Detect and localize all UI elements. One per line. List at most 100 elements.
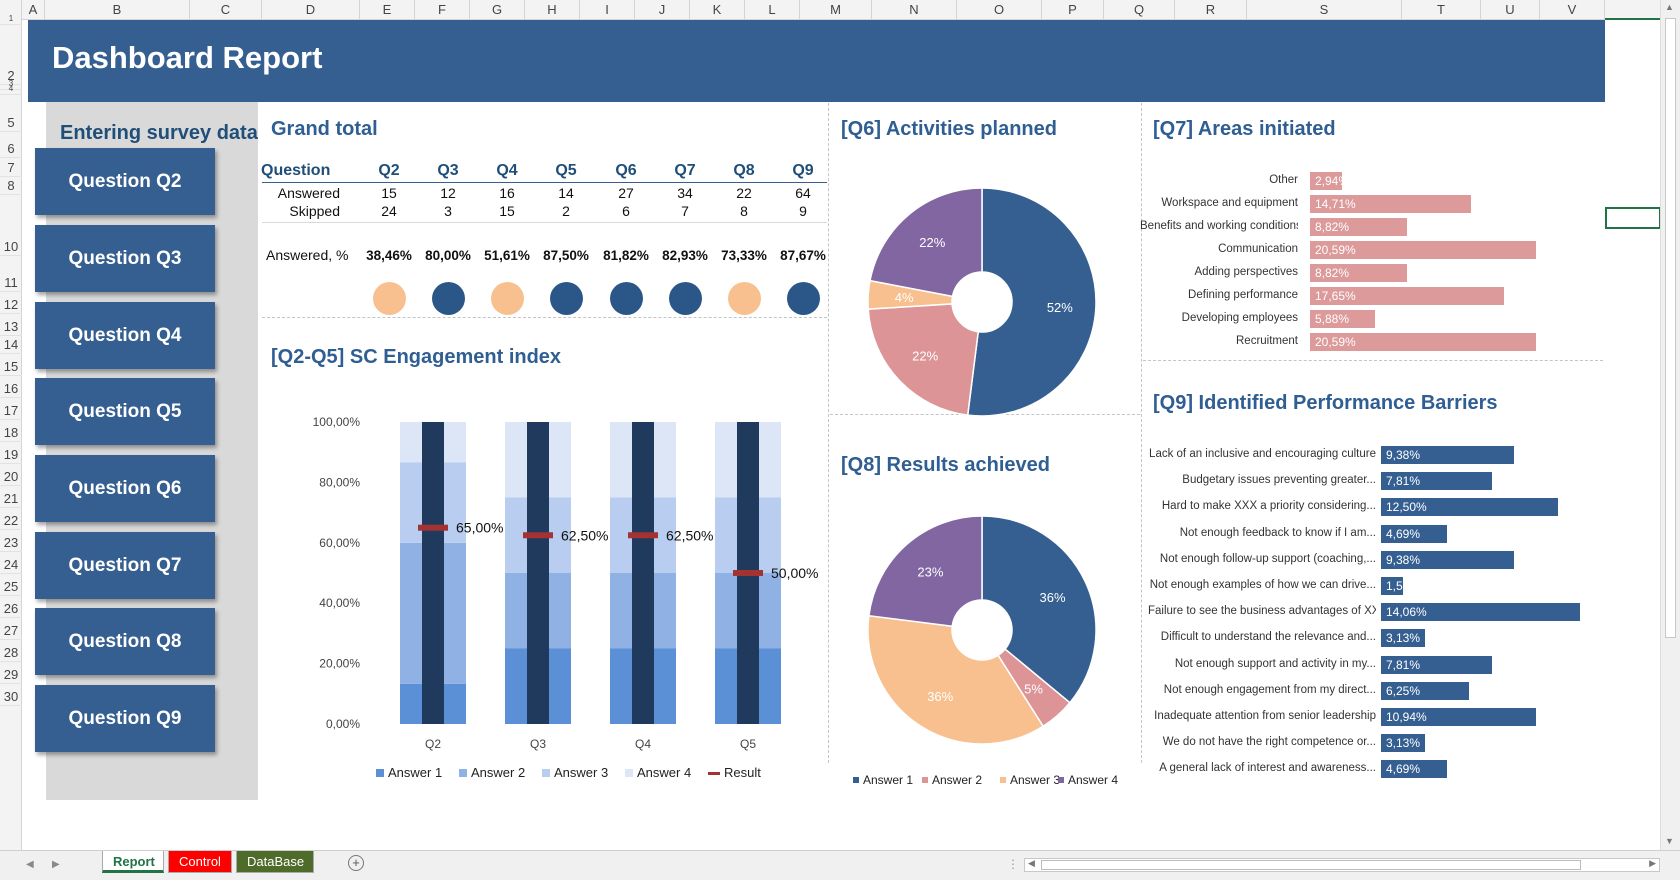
column-header-a[interactable]: A xyxy=(22,0,45,20)
question-q7-button[interactable]: Question Q7 xyxy=(35,532,215,599)
bar-category-label: Lack of an inclusive and encouraging cul… xyxy=(1149,448,1376,460)
row-header-28[interactable]: 28 xyxy=(0,640,22,662)
pie-slice xyxy=(867,303,980,416)
row-header-26[interactable]: 26 xyxy=(0,596,22,618)
result-label: 65,00% xyxy=(456,520,503,536)
legend-swatch xyxy=(1000,777,1006,783)
column-header-n[interactable]: N xyxy=(872,0,957,20)
column-header-v[interactable]: V xyxy=(1540,0,1605,20)
question-q4-button[interactable]: Question Q4 xyxy=(35,302,215,369)
column-header-e[interactable]: E xyxy=(360,0,415,20)
row-header-21[interactable]: 21 xyxy=(0,486,22,508)
scroll-down-arrow-icon[interactable]: ▼ xyxy=(1665,836,1674,846)
bar xyxy=(1381,655,1492,674)
bar xyxy=(1381,524,1448,543)
column-header-j[interactable]: J xyxy=(635,0,690,20)
row-header-1[interactable]: 1 xyxy=(0,14,22,25)
row-header-2[interactable]: 2 xyxy=(0,25,22,85)
column-header-i[interactable]: I xyxy=(580,0,635,20)
barriers-title: [Q9] Identified Performance Barriers xyxy=(1153,392,1498,414)
status-dot xyxy=(491,282,524,315)
answered-pct-value: 80,00% xyxy=(425,248,471,263)
scroll-right-arrow-icon[interactable]: ▶ xyxy=(1649,858,1656,868)
row-header-11[interactable]: 11 xyxy=(0,256,22,292)
question-q2-button[interactable]: Question Q2 xyxy=(35,148,215,215)
question-q9-button[interactable]: Question Q9 xyxy=(35,685,215,752)
row-header-27[interactable]: 27 xyxy=(0,618,22,640)
vertical-scrollbar[interactable]: ▲ ▼ xyxy=(1660,0,1680,850)
row-header-24[interactable]: 24 xyxy=(0,552,22,574)
column-header-c[interactable]: C xyxy=(190,0,262,20)
column-header-p[interactable]: P xyxy=(1042,0,1104,20)
answered-label: Answered xyxy=(277,185,340,201)
selected-cell[interactable] xyxy=(1605,207,1661,229)
question-q6-button[interactable]: Question Q6 xyxy=(35,455,215,522)
bar-value-label: 14,71% xyxy=(1315,197,1356,211)
column-header-t[interactable]: T xyxy=(1402,0,1481,20)
scroll-left-arrow-icon[interactable]: ◀ xyxy=(1028,858,1035,868)
column-header-b[interactable]: B xyxy=(45,0,190,20)
column-header-d[interactable]: D xyxy=(262,0,360,20)
answered-count: 16 xyxy=(499,185,515,201)
question-q8-button[interactable]: Question Q8 xyxy=(35,608,215,675)
bar xyxy=(1310,333,1536,351)
row-header-18[interactable]: 18 xyxy=(0,420,22,442)
pie-slice xyxy=(867,614,1045,745)
slice-label: 5% xyxy=(1024,682,1043,697)
bar xyxy=(1381,629,1426,648)
column-header-q[interactable]: Q xyxy=(1104,0,1175,20)
column-header-m[interactable]: M xyxy=(800,0,872,20)
row-header-17[interactable]: 17 xyxy=(0,398,22,420)
row-header-29[interactable]: 29 xyxy=(0,662,22,684)
column-header-h[interactable]: H xyxy=(525,0,580,20)
bar-category-label: Defining performance xyxy=(1188,289,1298,301)
column-header-g[interactable]: G xyxy=(470,0,525,20)
row-header-25[interactable]: 25 xyxy=(0,574,22,596)
question-q5-button[interactable]: Question Q5 xyxy=(35,378,215,445)
row-header-22[interactable]: 22 xyxy=(0,508,22,530)
row-header-15[interactable]: 15 xyxy=(0,354,22,376)
question-col-header: Q6 xyxy=(615,162,637,179)
engagement-title: [Q2-Q5] SC Engagement index xyxy=(271,346,562,368)
row-header-19[interactable]: 19 xyxy=(0,442,22,464)
row-header-23[interactable]: 23 xyxy=(0,530,22,552)
row-header-6[interactable]: 6 xyxy=(0,132,22,158)
prev-sheet-arrow-icon[interactable]: ◀ xyxy=(26,859,34,870)
column-header-l[interactable]: L xyxy=(745,0,800,20)
column-header-k[interactable]: K xyxy=(690,0,745,20)
bar-value-label: 4,69% xyxy=(1386,526,1421,541)
row-header-10[interactable]: 10 xyxy=(0,195,22,256)
x-tick-label: Q2 xyxy=(425,737,441,751)
column-header-s[interactable]: S xyxy=(1247,0,1402,20)
tab-split-handle-icon[interactable]: ⋮ xyxy=(1007,857,1019,871)
status-dot xyxy=(550,282,583,315)
row-header-12[interactable]: 12 xyxy=(0,292,22,314)
row-header-5[interactable]: 5 xyxy=(0,95,22,132)
sheet-tab-control[interactable]: Control xyxy=(168,851,232,873)
activities-title: [Q6] Activities planned xyxy=(841,118,1057,140)
column-header-f[interactable]: F xyxy=(415,0,470,20)
row-header-16[interactable]: 16 xyxy=(0,376,22,398)
horizontal-scroll-thumb[interactable] xyxy=(1041,860,1581,870)
row-header-20[interactable]: 20 xyxy=(0,464,22,486)
row-header-13[interactable]: 13 xyxy=(0,314,22,336)
scroll-up-arrow-icon[interactable]: ▲ xyxy=(1665,2,1674,12)
question-q3-button[interactable]: Question Q3 xyxy=(35,225,215,292)
skipped-label: Skipped xyxy=(289,203,340,219)
row-header-8[interactable]: 8 xyxy=(0,177,22,195)
activities-pie-chart: 52% 22% 4% 22% xyxy=(867,187,1097,417)
vertical-scroll-thumb[interactable] xyxy=(1665,18,1676,638)
row-header-30[interactable]: 30 xyxy=(0,684,22,706)
horizontal-scrollbar[interactable]: ◀ ▶ xyxy=(1024,858,1660,872)
row-header-4[interactable]: 4 xyxy=(0,84,22,95)
add-sheet-button[interactable]: + xyxy=(348,855,364,871)
column-header-r[interactable]: R xyxy=(1175,0,1247,20)
sheet-tab-report[interactable]: Report xyxy=(102,851,164,873)
next-sheet-arrow-icon[interactable]: ▶ xyxy=(52,859,60,870)
row-header-7[interactable]: 7 xyxy=(0,158,22,177)
row-header-14[interactable]: 14 xyxy=(0,336,22,354)
select-all-corner[interactable] xyxy=(0,0,22,20)
column-header-o[interactable]: O xyxy=(957,0,1042,20)
column-header-u[interactable]: U xyxy=(1481,0,1540,20)
sheet-tab-database[interactable]: DataBase xyxy=(236,851,314,873)
